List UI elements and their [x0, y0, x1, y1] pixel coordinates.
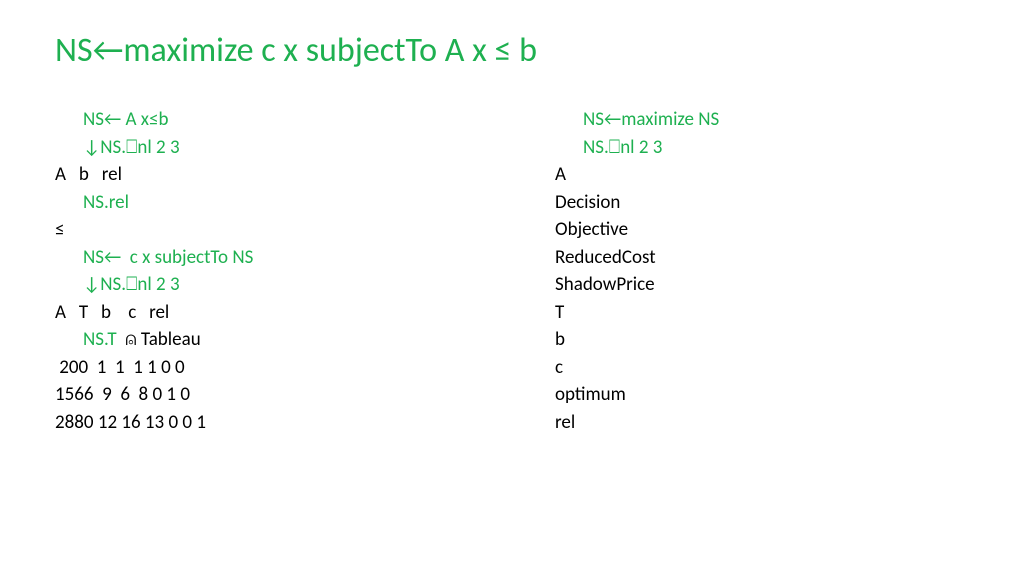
- code-line: rel: [555, 409, 969, 437]
- code-line: ≤: [55, 216, 475, 244]
- code-line: NS←maximize NS: [555, 106, 969, 134]
- code-line: T: [555, 299, 969, 327]
- code-line: Decision: [555, 189, 969, 217]
- left-column: NS← A x≤b ↓NS.⎕nl 2 3 A b rel NS.rel ≤ N…: [55, 106, 475, 437]
- code-line: ↓NS.⎕nl 2 3: [55, 271, 475, 299]
- slide: NS←maximize c x subjectTo A x ≤ b NS← A …: [0, 0, 1024, 467]
- code-line: ↓NS.⎕nl 2 3: [55, 134, 475, 162]
- code-token: ⍝ Tableau: [117, 328, 201, 351]
- code-line: 2880 12 16 13 0 0 1: [55, 409, 475, 437]
- code-line: Objective: [555, 216, 969, 244]
- content-columns: NS← A x≤b ↓NS.⎕nl 2 3 A b rel NS.rel ≤ N…: [55, 106, 969, 437]
- code-line: ShadowPrice: [555, 271, 969, 299]
- code-line: NS← c x subjectTo NS: [55, 244, 475, 272]
- code-line: A T b c rel: [55, 299, 475, 327]
- slide-title: NS←maximize c x subjectTo A x ≤ b: [55, 30, 969, 71]
- code-line: ReducedCost: [555, 244, 969, 272]
- right-column: NS←maximize NS NS.⎕nl 2 3 A Decision Obj…: [555, 106, 969, 437]
- code-line: NS← A x≤b: [55, 106, 475, 134]
- code-line: A b rel: [55, 161, 475, 189]
- code-line: NS.rel: [55, 189, 475, 217]
- code-line: c: [555, 354, 969, 382]
- code-line: NS.⎕nl 2 3: [555, 134, 969, 162]
- code-line: 200 1 1 1 1 0 0: [55, 354, 475, 382]
- code-line: optimum: [555, 381, 969, 409]
- code-line: 1566 9 6 8 0 1 0: [55, 381, 475, 409]
- code-token: NS.T: [83, 328, 117, 351]
- code-line: b: [555, 326, 969, 354]
- code-line: A: [555, 161, 969, 189]
- code-line: NS.T ⍝ Tableau: [55, 326, 475, 354]
